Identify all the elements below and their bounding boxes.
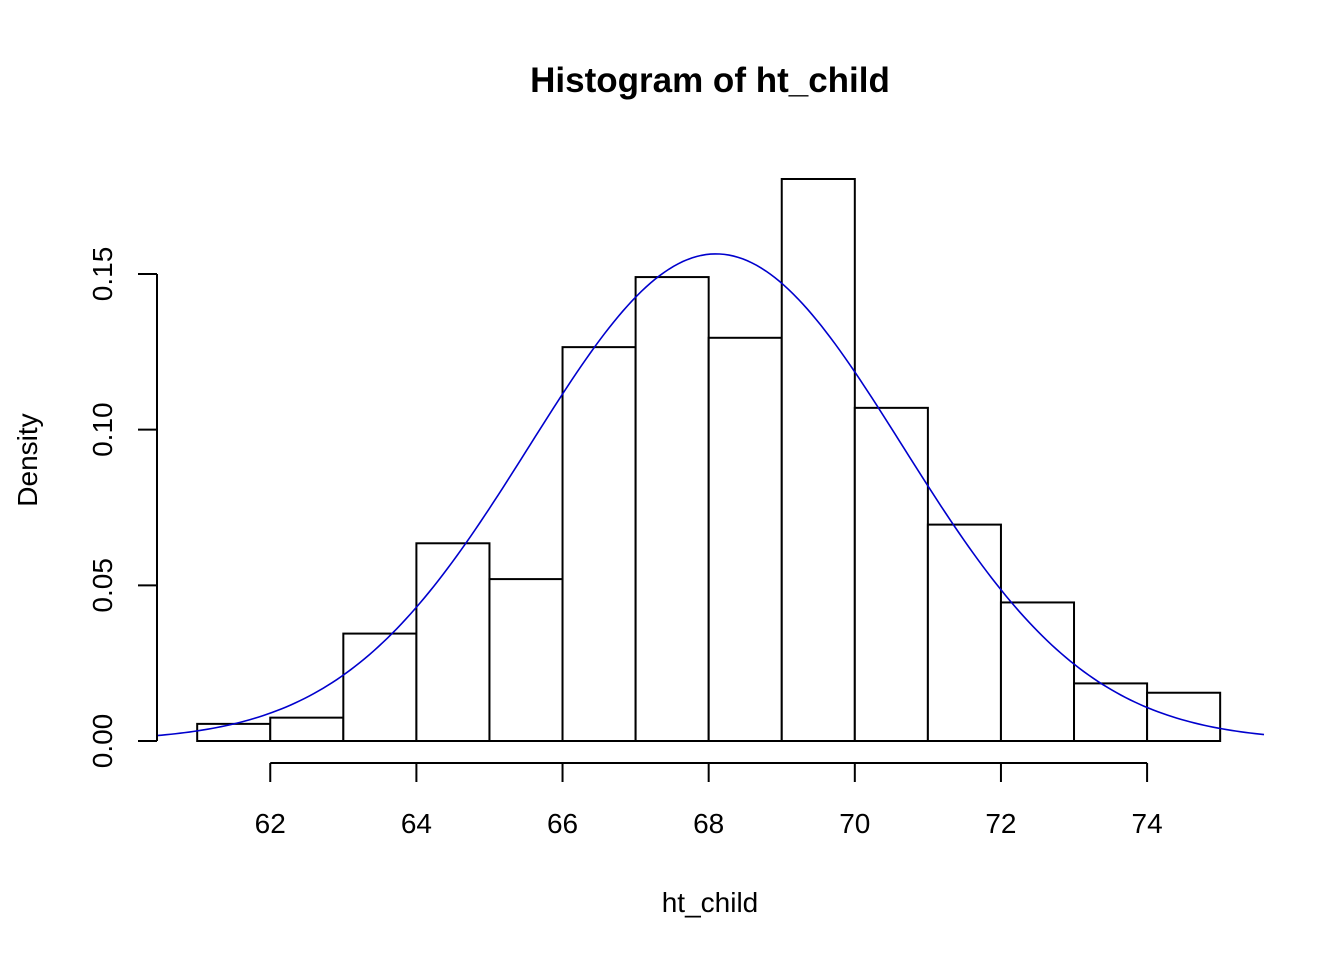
histogram-bar [269, 716, 345, 742]
y-axis-label: Density [12, 413, 43, 506]
histogram-bar [1146, 691, 1222, 743]
histogram-bar [415, 542, 491, 742]
histogram-bar [196, 722, 272, 743]
histogram-bar [780, 178, 856, 742]
chart-title: Histogram of ht_child [530, 61, 890, 100]
histogram-bar [561, 346, 637, 742]
x-tick-label: 74 [1132, 808, 1163, 839]
y-tick-label: 0.10 [87, 402, 118, 457]
x-tick-label: 64 [401, 808, 432, 839]
y-tick-label: 0.00 [87, 714, 118, 769]
histogram-bar [926, 523, 1002, 742]
histogram-bar [488, 578, 564, 742]
histogram-bar [1073, 682, 1149, 742]
x-tick-label: 66 [547, 808, 578, 839]
density-curve [156, 253, 1265, 737]
x-axis: 62 64 66 68 70 72 74 [255, 762, 1163, 839]
y-tick-label: 0.05 [87, 558, 118, 613]
y-tick-label: 0.15 [87, 247, 118, 302]
histogram-bar [853, 406, 929, 742]
x-tick-label: 62 [255, 808, 286, 839]
histogram-bars [196, 178, 1222, 743]
histogram-bar [999, 601, 1076, 742]
x-axis-label: ht_child [662, 887, 759, 918]
histogram-bar [707, 336, 783, 742]
x-tick-label: 72 [985, 808, 1016, 839]
histogram-bar [342, 632, 418, 743]
x-tick-label: 70 [839, 808, 870, 839]
y-axis: 0.00 0.05 0.10 0.15 [87, 247, 158, 769]
histogram-bar [634, 276, 710, 742]
x-tick-label: 68 [693, 808, 724, 839]
